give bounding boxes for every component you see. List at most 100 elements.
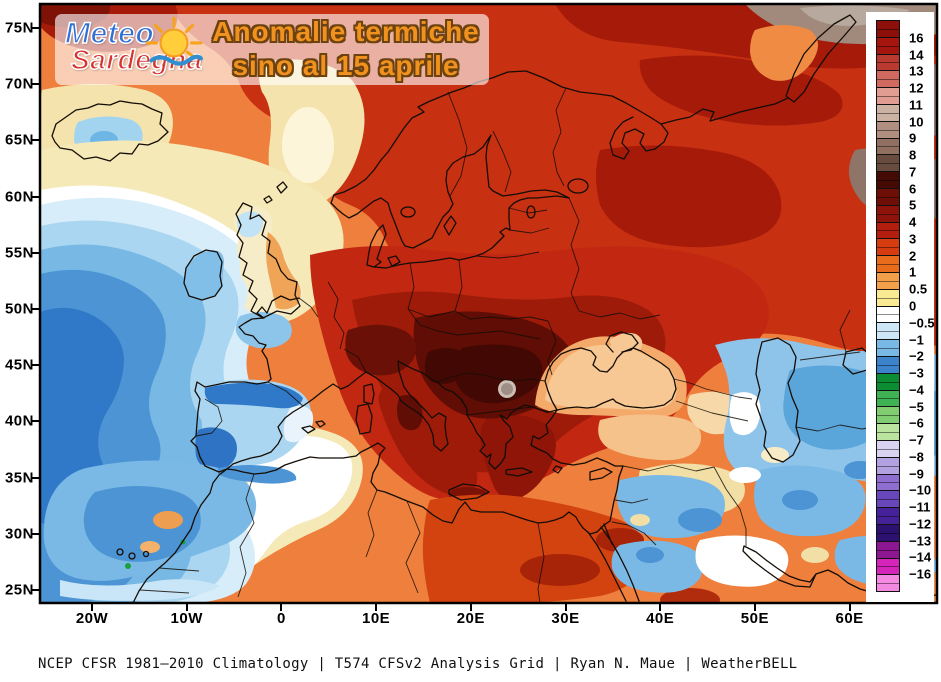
- lat-tick: [32, 139, 40, 142]
- lon-tick: [185, 603, 188, 611]
- colorbar-cell: [877, 407, 899, 425]
- map-fill-layers: [40, 4, 937, 603]
- lon-label-50E: 50E: [740, 610, 769, 627]
- colorbar-cells: 16 14 13 12 11 10 9 8 7 6 5 4 3 2 1 0.5 0 −0.5 −1 −2 −3 −4 −5−…: [876, 20, 935, 592]
- colorbar-label-7: 7: [909, 164, 917, 180]
- colorbar-cell: [877, 71, 899, 89]
- colorbar-cell: [877, 256, 899, 273]
- colorbar-label-1: 1: [909, 264, 917, 280]
- lat-label-60N: 60N: [4, 188, 34, 206]
- colorbar-label-−8: −8: [909, 449, 924, 465]
- colorbar-cell: [877, 390, 899, 408]
- colorbar-label-5: 5: [909, 197, 917, 213]
- colorbar-cell: [877, 306, 899, 324]
- logo-text-meteo: Meteo: [64, 16, 155, 51]
- lat-label-30N: 30N: [4, 525, 34, 543]
- colorbar-label-0: 0: [909, 298, 917, 314]
- lon-label-20W: 20W: [75, 610, 109, 627]
- colorbar-label-4: 4: [909, 214, 917, 230]
- colorbar-label-−3: −3: [909, 365, 924, 381]
- lon-label-30E: 30E: [551, 610, 580, 627]
- colorbar-cell: [877, 356, 899, 374]
- lat-label-55N: 55N: [4, 244, 34, 262]
- lon-tick: [91, 603, 93, 611]
- coastlines: [51, 14, 937, 603]
- colorbar-cell: [877, 138, 899, 156]
- colorbar-label-12: 12: [909, 80, 924, 96]
- lat-label-75N: 75N: [4, 19, 34, 37]
- colorbar-cell: [877, 104, 899, 122]
- colorbar-cell: [877, 575, 899, 592]
- colorbar-cell: [877, 172, 899, 189]
- colorbar-cell: [877, 340, 899, 357]
- colorbar-cell: [877, 54, 899, 72]
- lon-tick: [280, 603, 283, 611]
- colorbar-label-−13: −13: [909, 533, 932, 549]
- lat-tick: [32, 589, 40, 591]
- lon-tick: [469, 603, 472, 611]
- lon-tick: [659, 603, 662, 611]
- lon-label-20E: 20E: [456, 610, 485, 627]
- colorbar-cell: [877, 373, 899, 391]
- sun-icon: [145, 16, 203, 66]
- colorbar-label-13: 13: [909, 63, 924, 79]
- map-title-line2: sino al 15 aprile: [232, 50, 460, 81]
- lat-label-35N: 35N: [4, 469, 34, 487]
- colorbar-cell: [877, 121, 899, 139]
- colorbar-label-−9: −9: [909, 466, 924, 482]
- lon-tick: [375, 603, 378, 611]
- map-title-line1: Anomalie termiche: [212, 16, 480, 47]
- colorbar-cell: [877, 491, 899, 509]
- colorbar-cell: [877, 155, 899, 173]
- lon-label-0: 0: [276, 610, 286, 627]
- lon-label-40E: 40E: [646, 610, 675, 627]
- lat-label-50N: 50N: [4, 300, 34, 318]
- lat-tick: [32, 83, 40, 86]
- lat-tick: [32, 308, 40, 310]
- colorbar-cell: [877, 457, 899, 475]
- lon-tick: [848, 603, 851, 611]
- colorbar-cell: [877, 508, 899, 525]
- colorbar-cell: [877, 289, 899, 307]
- lon-label-60E: 60E: [835, 610, 864, 627]
- colorbar-cell: [877, 21, 899, 38]
- lon-tick: [753, 603, 756, 611]
- colorbar-label-−12: −12: [909, 516, 932, 532]
- lat-label-65N: 65N: [4, 131, 34, 149]
- colorbar-label-−2: −2: [909, 348, 924, 364]
- lon-label-10W: 10W: [170, 610, 203, 627]
- colorbar-label-14: 14: [909, 47, 924, 63]
- lat-label-40N: 40N: [4, 412, 34, 430]
- colorbar-label-−0.5: −0.5: [909, 315, 935, 331]
- colorbar-label-3: 3: [909, 231, 917, 247]
- colorbar-cell: [877, 323, 899, 341]
- colorbar-legend: 16 14 13 12 11 10 9 8 7 6 5 4 3 2 1 0.5 0 −0.5 −1 −2 −3 −4 −5−…: [866, 12, 935, 602]
- colorbar-label-8: 8: [909, 147, 917, 163]
- colorbar-cell: [877, 188, 899, 206]
- colorbar-cell: [877, 222, 899, 240]
- colorbar-label-6: 6: [909, 181, 917, 197]
- lat-tick: [32, 476, 40, 479]
- colorbar-cell: [877, 558, 899, 576]
- lon-tick: [564, 603, 567, 611]
- lat-tick: [32, 251, 40, 254]
- colorbar-label-10: 10: [909, 114, 924, 130]
- colorbar-cell: [877, 474, 899, 492]
- colorbar-cell: [877, 424, 899, 441]
- colorbar-label-−5: −5: [909, 399, 924, 415]
- colorbar-label-−11: −11: [909, 499, 931, 515]
- lon-label-10E: 10E: [361, 610, 391, 627]
- colorbar-cell: [877, 272, 899, 290]
- colorbar-label-16: 16: [909, 30, 924, 46]
- lat-tick: [32, 532, 40, 535]
- colorbar-cell: [877, 239, 899, 257]
- colorbar-cell: [877, 88, 899, 105]
- colorbar-cell: [877, 541, 899, 559]
- colorbar-cell: [877, 524, 899, 542]
- colorbar-cell: [877, 205, 899, 223]
- lat-label-25N: 25N: [4, 581, 34, 599]
- colorbar-label-−6: −6: [909, 415, 924, 431]
- lat-tick: [32, 420, 40, 423]
- colorbar-cell: [877, 37, 899, 55]
